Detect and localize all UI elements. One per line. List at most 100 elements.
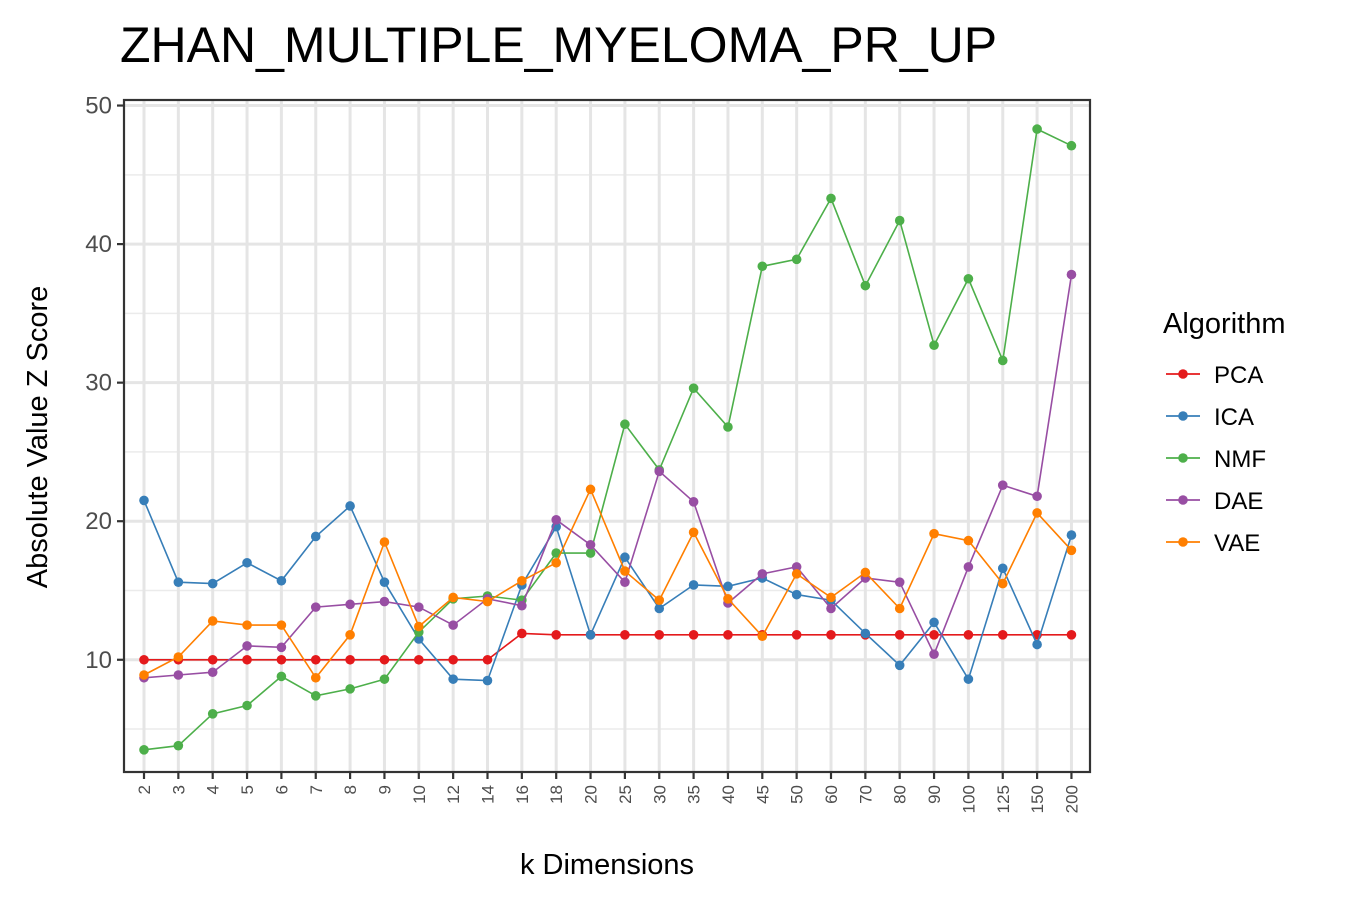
data-point-nmf bbox=[551, 548, 561, 558]
x-tick-label: 90 bbox=[925, 785, 944, 804]
data-point-dae bbox=[791, 562, 802, 572]
data-point-ica bbox=[997, 563, 1008, 574]
data-point-dae bbox=[963, 562, 974, 572]
data-point-dae bbox=[242, 641, 252, 651]
data-point-vae bbox=[929, 528, 939, 539]
data-point-pca bbox=[620, 630, 630, 640]
x-tick-label: 125 bbox=[994, 785, 1013, 813]
x-tick-label: 16 bbox=[513, 785, 532, 804]
x-axis-title: k Dimensions bbox=[520, 849, 694, 881]
data-point-nmf bbox=[723, 422, 733, 432]
data-point-nmf bbox=[585, 548, 596, 558]
data-point-ica bbox=[860, 628, 871, 639]
data-point-ica bbox=[688, 580, 699, 590]
legend-item-dae: DAE bbox=[1166, 488, 1263, 515]
data-point-ica bbox=[963, 674, 974, 684]
series-line-pca bbox=[144, 632, 1072, 661]
data-point-pca bbox=[379, 654, 390, 665]
data-point-dae bbox=[345, 599, 355, 610]
data-point-ica bbox=[1066, 530, 1077, 540]
x-tick-label: 100 bbox=[959, 785, 978, 813]
x-tick-label: 45 bbox=[753, 785, 772, 804]
data-point-vae bbox=[139, 670, 149, 680]
legend-item-vae: VAE bbox=[1166, 530, 1260, 557]
legend-label: PCA bbox=[1214, 362, 1263, 389]
series-line-nmf bbox=[143, 127, 1072, 751]
data-point-pca bbox=[688, 630, 699, 640]
data-point-ica bbox=[929, 617, 939, 628]
data-point-dae bbox=[448, 620, 458, 630]
data-point-pca bbox=[482, 654, 493, 665]
x-tick-label: 70 bbox=[856, 785, 875, 804]
series-dae bbox=[139, 269, 1077, 683]
data-point-vae bbox=[276, 620, 287, 630]
data-point-nmf bbox=[379, 674, 390, 684]
data-point-nmf bbox=[826, 193, 836, 204]
legend-item-pca: PCA bbox=[1166, 362, 1263, 389]
data-point-vae bbox=[207, 616, 218, 626]
data-point-dae bbox=[620, 577, 630, 587]
x-tick-label: 18 bbox=[547, 785, 566, 804]
data-point-pca bbox=[997, 630, 1008, 640]
y-tick-label: 30 bbox=[85, 370, 112, 397]
data-point-dae bbox=[1032, 491, 1042, 502]
data-point-vae bbox=[894, 603, 905, 614]
data-point-nmf bbox=[276, 671, 287, 682]
data-point-vae bbox=[860, 567, 871, 578]
data-point-ica bbox=[791, 589, 802, 600]
legend-label: DAE bbox=[1214, 488, 1263, 515]
data-point-pca bbox=[791, 630, 802, 640]
data-point-dae bbox=[379, 596, 390, 607]
data-point-pca bbox=[139, 654, 149, 665]
x-tick-label: 20 bbox=[582, 785, 601, 804]
data-point-dae bbox=[929, 649, 939, 660]
x-tick-label: 30 bbox=[650, 785, 669, 804]
y-tick-label: 10 bbox=[85, 647, 112, 674]
data-point-pca bbox=[310, 654, 321, 665]
data-point-nmf bbox=[894, 215, 905, 226]
data-point-nmf bbox=[791, 254, 802, 265]
data-point-pca bbox=[723, 630, 733, 640]
legend-item-nmf: NMF bbox=[1166, 446, 1266, 473]
x-tick-label: 8 bbox=[341, 785, 360, 794]
x-tick-label: 25 bbox=[616, 785, 635, 804]
data-point-ica bbox=[310, 531, 321, 542]
data-point-vae bbox=[997, 578, 1008, 589]
data-point-nmf bbox=[929, 340, 939, 351]
data-point-vae bbox=[1066, 545, 1077, 556]
chart-title: ZHAN_MULTIPLE_MYELOMA_PR_UP bbox=[120, 17, 997, 73]
data-point-dae bbox=[826, 603, 836, 614]
data-point-dae bbox=[894, 577, 905, 587]
y-tick-label: 20 bbox=[85, 508, 112, 535]
legend-label: ICA bbox=[1214, 404, 1254, 431]
data-point-nmf bbox=[997, 355, 1008, 366]
data-point-ica bbox=[207, 578, 218, 589]
data-point-dae bbox=[310, 602, 321, 612]
data-point-pca bbox=[345, 654, 355, 665]
series-line-vae bbox=[143, 487, 1073, 680]
data-point-vae bbox=[345, 630, 355, 640]
x-tick-label: 12 bbox=[444, 785, 463, 804]
x-tick-label: 200 bbox=[1062, 785, 1081, 813]
data-point-vae bbox=[517, 575, 527, 586]
data-point-nmf bbox=[1032, 124, 1042, 134]
data-point-ica bbox=[379, 577, 390, 587]
x-tick-label: 35 bbox=[685, 785, 704, 804]
data-point-pca bbox=[963, 630, 974, 640]
data-point-vae bbox=[414, 621, 424, 632]
legend-key-point bbox=[1178, 537, 1188, 547]
data-point-pca bbox=[414, 654, 424, 665]
data-point-vae bbox=[585, 484, 596, 495]
data-point-dae bbox=[654, 466, 665, 477]
legend: Algorithm PCA ICA NMF DAE VAE bbox=[1163, 308, 1286, 557]
data-point-nmf bbox=[688, 383, 699, 393]
data-point-nmf bbox=[310, 690, 321, 701]
data-point-vae bbox=[379, 537, 390, 547]
data-point-vae bbox=[173, 652, 184, 662]
legend-key-point bbox=[1178, 411, 1188, 421]
legend-key-point bbox=[1178, 495, 1188, 505]
data-point-vae bbox=[791, 569, 802, 579]
data-point-nmf bbox=[345, 684, 355, 694]
